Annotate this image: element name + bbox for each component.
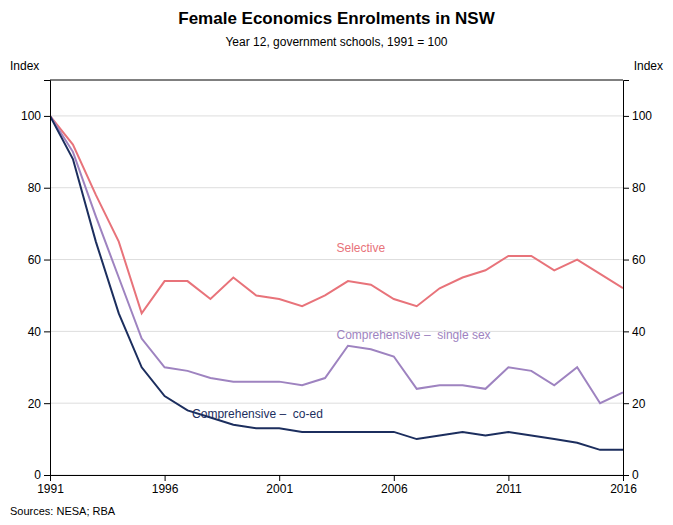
tick: 2011 — [496, 475, 522, 496]
tick-label: 0 — [632, 468, 639, 482]
annotation: Comprehensive – single sex — [337, 328, 491, 342]
tick-mark — [394, 475, 395, 481]
tick-label: 40 — [632, 325, 646, 339]
tick-label: 2001 — [266, 482, 293, 496]
tick-mark — [508, 475, 509, 481]
grid-line — [50, 403, 623, 404]
tick: 60 — [623, 253, 646, 267]
tick: 0 — [623, 468, 639, 482]
grid — [50, 116, 623, 475]
tick: 100 — [623, 109, 652, 123]
tick-mark — [44, 331, 50, 332]
tick-label: 100 — [632, 109, 652, 123]
tick-mark — [165, 475, 166, 481]
tick: 0 — [34, 468, 50, 482]
tick-mark — [44, 475, 50, 476]
tick-mark — [44, 260, 50, 261]
tick-mark — [44, 116, 50, 117]
tick-label: 60 — [28, 253, 42, 267]
series-line — [50, 116, 623, 450]
subtitle: Year 12, government schools, 1991 = 100 — [225, 35, 447, 49]
tick: 80 — [28, 181, 50, 195]
y2-axis: 0 20 40 60 80 100 — [623, 81, 652, 483]
tick-mark — [44, 403, 50, 404]
tick-label: 40 — [28, 325, 42, 339]
tick-label: 1991 — [37, 482, 64, 496]
annotation: Selective — [337, 241, 386, 255]
tick-label: 100 — [21, 109, 41, 123]
tick-mark — [44, 188, 50, 189]
y2-axis-title: Index — [634, 59, 663, 73]
series-line — [50, 116, 623, 314]
lines — [50, 116, 623, 450]
tick: 40 — [28, 325, 50, 339]
y-axis: 0 20 40 60 80 100 — [21, 81, 51, 483]
tick-label: 1996 — [152, 482, 179, 496]
tick: 1996 — [152, 475, 179, 496]
tick-label: 20 — [632, 397, 646, 411]
chart-container: 1991199620012006201120160204060801000204… — [0, 0, 673, 525]
tick: 20 — [28, 397, 50, 411]
axis-line — [44, 81, 51, 476]
tick-label: 0 — [34, 468, 41, 482]
tick: 20 — [623, 397, 646, 411]
tick-label: 80 — [28, 181, 42, 195]
tick: 60 — [28, 253, 50, 267]
tick: 100 — [21, 109, 50, 123]
chart: 1991199620012006201120160204060801000204… — [0, 0, 673, 525]
tick-mark — [279, 475, 280, 481]
tick-mark — [623, 331, 629, 332]
plot-frame — [50, 80, 623, 81]
annotation: Comprehensive – co-ed — [192, 407, 323, 421]
tick-mark — [623, 475, 629, 476]
series-line — [50, 116, 623, 403]
tick-label: 2011 — [496, 482, 522, 496]
grid-line — [50, 187, 623, 188]
axis-line — [624, 81, 630, 476]
tick-label: 80 — [632, 181, 646, 195]
tick-label: 60 — [632, 253, 646, 267]
grid-line — [50, 115, 623, 116]
y-axis-title: Index — [10, 59, 39, 73]
axis-line — [51, 476, 624, 482]
annotations: Selective Comprehensive – single sex Compr… — [192, 241, 490, 420]
tick: 80 — [623, 181, 646, 195]
source: Sources: NESA; RBA — [10, 505, 116, 517]
tick-mark — [623, 188, 629, 189]
tick-mark — [623, 403, 629, 404]
title: Female Economics Enrolments in NSW — [178, 9, 495, 28]
tick-label: 20 — [28, 397, 42, 411]
tick: 2006 — [381, 475, 408, 496]
tick: 2001 — [266, 475, 293, 496]
tick-label: 2016 — [610, 482, 637, 496]
tick: 1991 — [37, 475, 64, 496]
tick-mark — [623, 116, 629, 117]
x-axis: 1991 1996 2001 2006 2011 2016 — [37, 475, 637, 496]
tick-label: 2006 — [381, 482, 408, 496]
tick: 40 — [623, 325, 646, 339]
tick-mark — [623, 260, 629, 261]
